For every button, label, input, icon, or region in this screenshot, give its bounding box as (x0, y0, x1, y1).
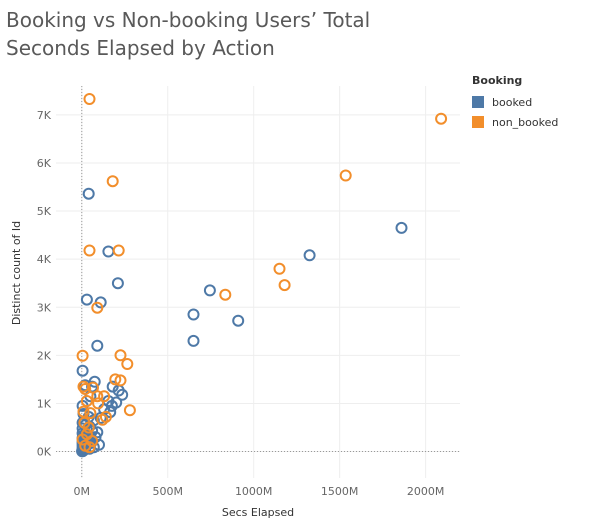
x-axis-label: Secs Elapsed (222, 506, 294, 519)
data-point[interactable] (91, 301, 104, 314)
data-point[interactable] (187, 334, 200, 347)
x-tick-label: 1000M (235, 485, 273, 498)
legend: Booking booked non_booked (472, 74, 558, 132)
y-tick-label: 4K (37, 253, 52, 266)
data-point[interactable] (121, 358, 134, 370)
data-point[interactable] (76, 349, 89, 362)
data-point[interactable] (102, 245, 115, 258)
y-tick-label: 0K (37, 446, 52, 459)
x-axis-ticks: 0M 500M 1000M 1500M 2000M (74, 485, 445, 498)
data-point[interactable] (114, 349, 127, 362)
data-point[interactable] (278, 279, 291, 292)
data-point[interactable] (114, 374, 127, 387)
x-tick-label: 1500M (321, 485, 359, 498)
data-points (76, 93, 448, 458)
data-point[interactable] (82, 421, 95, 434)
data-point[interactable] (109, 373, 122, 386)
y-tick-label: 5K (37, 205, 52, 218)
legend-swatch-non-booked (472, 116, 484, 128)
legend-item-non-booked[interactable]: non_booked (472, 112, 558, 132)
data-point[interactable] (112, 244, 125, 257)
y-tick-label: 6K (37, 157, 52, 170)
y-axis-ticks: 0K 1K 2K 3K 4K 5K 6K 7K (37, 109, 52, 459)
data-point[interactable] (395, 221, 408, 234)
data-point[interactable] (339, 169, 352, 182)
data-point[interactable] (94, 411, 107, 424)
legend-label-booked: booked (492, 95, 533, 109)
data-point[interactable] (99, 410, 112, 423)
series-non-booked (76, 93, 448, 454)
x-tick-label: 0M (74, 485, 91, 498)
legend-swatch-booked (472, 96, 484, 108)
data-point[interactable] (203, 284, 216, 297)
data-point[interactable] (106, 175, 119, 188)
gridlines (56, 86, 460, 478)
data-point[interactable] (80, 395, 93, 407)
data-point[interactable] (77, 405, 90, 418)
data-point[interactable] (82, 187, 95, 200)
data-point[interactable] (83, 441, 96, 454)
data-point[interactable] (106, 380, 119, 393)
data-point[interactable] (76, 364, 89, 377)
data-point[interactable] (79, 383, 92, 395)
data-point[interactable] (123, 404, 136, 417)
data-point[interactable] (83, 93, 96, 105)
y-tick-label: 3K (37, 301, 52, 314)
data-point[interactable] (84, 407, 97, 420)
data-point[interactable] (303, 249, 316, 262)
series-booked (76, 187, 408, 458)
zero-reference-lines (56, 86, 460, 478)
data-point[interactable] (435, 112, 448, 125)
y-axis-label: Distinct count of Id (10, 221, 23, 325)
data-point[interactable] (92, 397, 105, 410)
y-tick-label: 1K (37, 397, 52, 410)
data-point[interactable] (111, 277, 124, 290)
y-tick-label: 7K (37, 109, 52, 122)
x-tick-label: 500M (152, 485, 183, 498)
data-point[interactable] (219, 288, 232, 301)
data-point[interactable] (273, 262, 286, 275)
legend-label-non-booked: non_booked (492, 115, 559, 129)
data-point[interactable] (79, 379, 92, 392)
chart-title: Booking vs Non-booking Users’ Total Seco… (6, 8, 371, 60)
data-point[interactable] (83, 244, 96, 257)
data-point[interactable] (98, 390, 111, 403)
y-tick-label: 2K (37, 349, 52, 362)
legend-title: Booking (472, 74, 523, 87)
data-point[interactable] (116, 388, 129, 401)
data-point[interactable] (91, 390, 104, 403)
data-point[interactable] (96, 413, 109, 426)
data-point[interactable] (80, 293, 93, 306)
legend-item-booked[interactable]: booked (472, 92, 558, 112)
data-point[interactable] (91, 339, 104, 352)
data-point[interactable] (187, 308, 200, 321)
x-tick-label: 2000M (407, 485, 445, 498)
data-point[interactable] (232, 314, 245, 327)
